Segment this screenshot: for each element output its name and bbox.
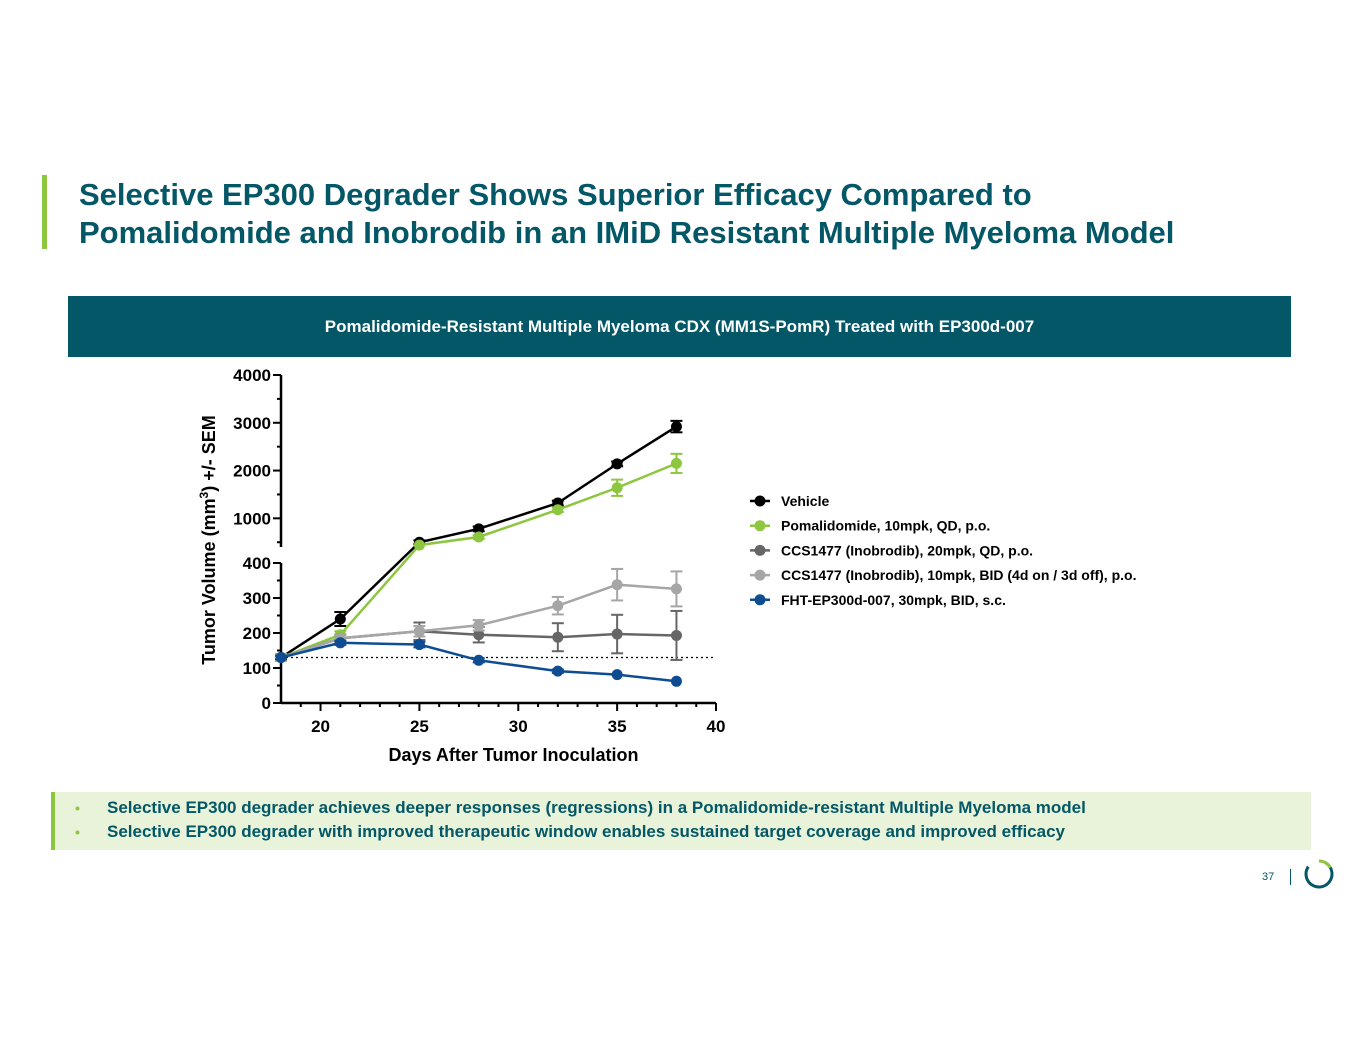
- data-point: [413, 625, 425, 637]
- x-tick-label: 20: [311, 717, 330, 736]
- legend-label: Pomalidomide, 10mpk, QD, p.o.: [781, 518, 990, 534]
- data-point: [611, 628, 623, 640]
- data-point: [552, 631, 564, 643]
- x-tick-label: 40: [707, 717, 726, 736]
- page-title: Selective EP300 Degrader Shows Superior …: [79, 176, 1349, 252]
- finding-1-text: Selective EP300 degrader achieves deeper…: [107, 798, 1086, 817]
- finding-2-text: Selective EP300 degrader with improved t…: [107, 822, 1065, 841]
- legend-swatch-marker: [754, 520, 766, 532]
- x-tick-label: 25: [410, 717, 429, 736]
- data-point: [670, 675, 682, 687]
- data-point: [473, 629, 485, 641]
- y-tick-label: 400: [243, 554, 271, 573]
- legend-swatch-marker: [754, 594, 766, 606]
- data-point: [611, 669, 623, 681]
- x-axis-label: Days After Tumor Inoculation: [388, 745, 638, 765]
- page-title-line-1: Selective EP300 Degrader Shows Superior …: [79, 177, 1032, 212]
- y-tick-label: 100: [243, 659, 271, 678]
- legend-swatch-marker: [754, 544, 766, 556]
- series-4: [275, 637, 682, 687]
- data-point: [552, 665, 564, 677]
- bullet-marker: •: [75, 800, 80, 816]
- legend-label: Vehicle: [781, 493, 829, 509]
- data-point: [611, 458, 623, 470]
- data-point: [611, 482, 623, 494]
- y-tick-label: 300: [243, 589, 271, 608]
- data-point: [473, 531, 485, 543]
- y-tick-label: 1000: [233, 509, 271, 528]
- data-point: [275, 652, 287, 663]
- page-number: 37: [1262, 871, 1275, 883]
- x-tick-label: 35: [608, 717, 627, 736]
- data-point: [670, 457, 682, 469]
- y-tick-label: 0: [262, 694, 271, 713]
- y-tick-label: 200: [243, 624, 271, 643]
- data-point: [413, 639, 425, 651]
- legend-label: FHT-EP300d-007, 30mpk, BID, s.c.: [781, 592, 1006, 608]
- page-title-line-2: Pomalidomide and Inobrodib in an IMiD Re…: [79, 215, 1175, 250]
- data-point: [334, 637, 346, 649]
- data-point: [334, 613, 346, 625]
- chart-banner: Pomalidomide-Resistant Multiple Myeloma …: [68, 296, 1291, 357]
- legend-swatch-marker: [754, 495, 766, 507]
- key-findings: • Selective EP300 degrader achieves deep…: [51, 792, 1311, 850]
- finding-1: • Selective EP300 degrader achieves deep…: [75, 798, 1311, 822]
- data-point: [552, 504, 564, 516]
- finding-2: • Selective EP300 degrader with improved…: [75, 822, 1311, 846]
- data-point: [670, 583, 682, 595]
- data-point: [473, 523, 485, 535]
- data-point: [473, 654, 485, 666]
- tumor-volume-chart: 20 25 30 35 4001002003004001000200030004000D…: [197, 366, 1136, 765]
- legend-label: CCS1477 (Inobrodib), 20mpk, QD, p.o.: [781, 542, 1033, 558]
- data-point: [611, 579, 623, 591]
- bullet-marker: •: [75, 824, 80, 840]
- y-tick-label: 3000: [233, 414, 271, 433]
- data-point: [552, 600, 564, 612]
- y-tick-label: 2000: [233, 462, 271, 481]
- legend-swatch-marker: [754, 569, 766, 581]
- data-point: [473, 619, 485, 631]
- data-point: [670, 629, 682, 641]
- y-tick-label: 4000: [233, 366, 271, 385]
- company-logo-icon: [1304, 859, 1334, 889]
- x-tick-label: 30: [509, 717, 528, 736]
- data-point: [670, 421, 682, 433]
- title-accent-bar: [42, 175, 47, 249]
- y-axis-label: Tumor Volume (mm3) +/- SEM: [197, 415, 219, 665]
- legend-label: CCS1477 (Inobrodib), 10mpk, BID (4d on /…: [781, 567, 1136, 583]
- footer-separator: [1290, 869, 1291, 885]
- data-point: [413, 539, 425, 551]
